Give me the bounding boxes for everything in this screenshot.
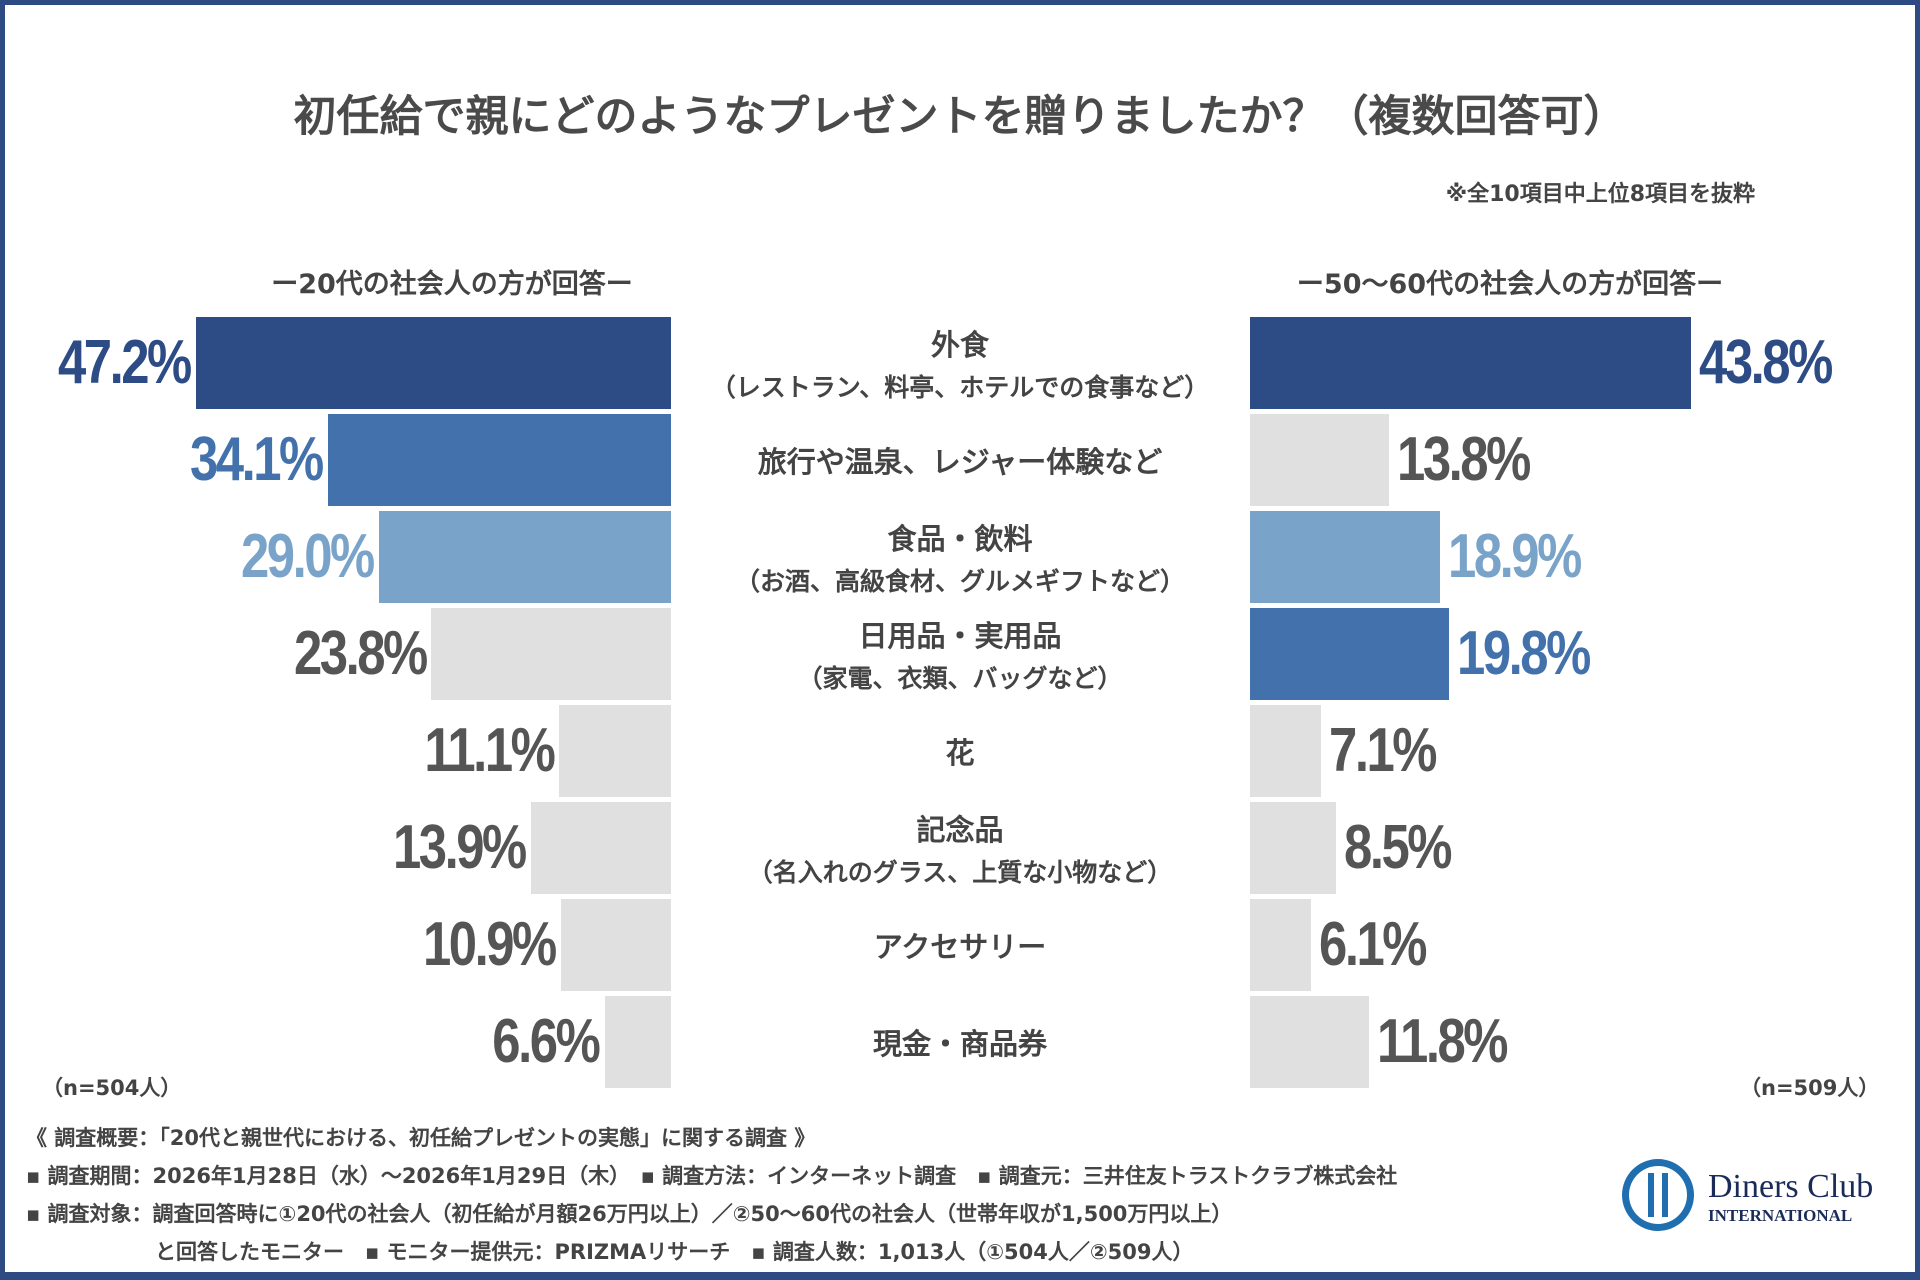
right-sample-size: （n=509人）	[1740, 1076, 1880, 1100]
value-label-20s: 10.9%	[423, 910, 557, 979]
bar-20s	[431, 608, 671, 700]
bar-20s	[378, 511, 671, 603]
category-sub: （名入れのグラス、上質な小物など）	[747, 858, 1173, 887]
bar-50-60s	[1250, 899, 1312, 991]
category-label: 花	[680, 705, 1240, 797]
bar-50-60s	[1250, 414, 1389, 506]
category-label: 記念品 （名入れのグラス、上質な小物など）	[680, 802, 1240, 894]
category-main: 日用品・実用品	[858, 619, 1062, 653]
value-label-50-60s: 19.8%	[1457, 619, 1591, 688]
value-label-20s: 47.2%	[57, 328, 192, 397]
category-label: 日用品・実用品 （家電、衣類、バッグなど）	[680, 608, 1240, 700]
category-label: 現金・商品券	[680, 996, 1240, 1088]
left-series-header: ー20代の社会人の方が回答ー	[271, 269, 633, 300]
value-label-50-60s: 7.1%	[1329, 716, 1438, 785]
category-label: 食品・飲料 （お酒、高級食材、グルメギフトなど）	[680, 511, 1240, 603]
bar-20s	[195, 317, 671, 409]
value-label-50-60s: 18.9%	[1448, 522, 1582, 591]
value-label-50-60s: 11.8%	[1376, 1007, 1509, 1076]
bar-50-60s	[1250, 608, 1450, 700]
category-sub: （家電、衣類、バッグなど）	[797, 664, 1123, 693]
value-label-20s: 11.1%	[424, 716, 556, 785]
value-label-50-60s: 6.1%	[1319, 910, 1428, 979]
right-series-header: ー50〜60代の社会人の方が回答ー	[1296, 269, 1724, 300]
bar-20s	[559, 705, 671, 797]
value-label-50-60s: 43.8%	[1699, 328, 1833, 397]
chart-title: 初任給で親にどのようなプレゼントを贈りましたか？（複数回答可）	[293, 92, 1627, 142]
bar-20s	[327, 414, 671, 506]
category-sub: （お酒、高級食材、グルメギフトなど）	[734, 567, 1185, 596]
category-main: 花	[945, 736, 975, 770]
footer-survey-monitor: と回答したモニター ▪ モニター提供元：PRIZMAリサーチ ▪ 調査人数：1,…	[155, 1240, 1194, 1264]
footer-survey-period: ▪ 調査期間：2026年1月28日（水）〜2026年1月29日（木） ▪ 調査方…	[26, 1164, 1398, 1188]
svg-text:Diners Club: Diners Club	[1708, 1168, 1873, 1205]
bar-20s	[561, 899, 671, 991]
svg-text:INTERNATIONAL: INTERNATIONAL	[1708, 1206, 1852, 1225]
diners-club-logo: Diners Club INTERNATIONAL	[1622, 1159, 1873, 1231]
category-label: 旅行や温泉、レジャー体験など	[680, 414, 1240, 506]
value-label-20s: 23.8%	[293, 619, 427, 688]
value-label-20s: 34.1%	[189, 425, 324, 494]
value-label-50-60s: 8.5%	[1343, 813, 1453, 882]
bar-50-60s	[1250, 511, 1441, 603]
category-main: 記念品	[916, 813, 1004, 847]
bar-50-60s	[1250, 996, 1369, 1088]
bar-20s	[531, 802, 671, 894]
bar-50-60s	[1250, 705, 1322, 797]
category-label: 外食 （レストラン、料亭、ホテルでの食事など）	[680, 317, 1240, 409]
value-label-50-60s: 13.8%	[1396, 425, 1531, 494]
category-main: 食品・飲料	[887, 522, 1033, 556]
category-main: アクセサリー	[873, 930, 1047, 964]
selection-note: ※全10項目中上位8項目を抜粋	[1445, 182, 1755, 207]
category-main: 旅行や温泉、レジャー体験など	[757, 445, 1163, 479]
footer-survey-summary: 《 調査概要：「20代と親世代における、初任給プレゼントの実態」に関する調査 》	[26, 1126, 816, 1150]
footer-survey-target: ▪ 調査対象：調査回答時に①20代の社会人（初任給が月額26万円以上）／②50〜…	[26, 1202, 1233, 1226]
bar-20s	[604, 996, 671, 1088]
left-sample-size: （n=504人）	[42, 1076, 182, 1100]
bar-50-60s	[1250, 317, 1692, 409]
category-label: アクセサリー	[680, 899, 1240, 991]
bar-50-60s	[1250, 802, 1336, 894]
value-label-20s: 6.6%	[492, 1007, 601, 1076]
category-main: 外食	[930, 328, 989, 362]
category-main: 現金・商品券	[872, 1027, 1047, 1061]
value-label-20s: 13.9%	[393, 813, 527, 882]
value-label-20s: 29.0%	[241, 522, 375, 591]
category-sub: （レストラン、料亭、ホテルでの食事など）	[710, 373, 1210, 402]
